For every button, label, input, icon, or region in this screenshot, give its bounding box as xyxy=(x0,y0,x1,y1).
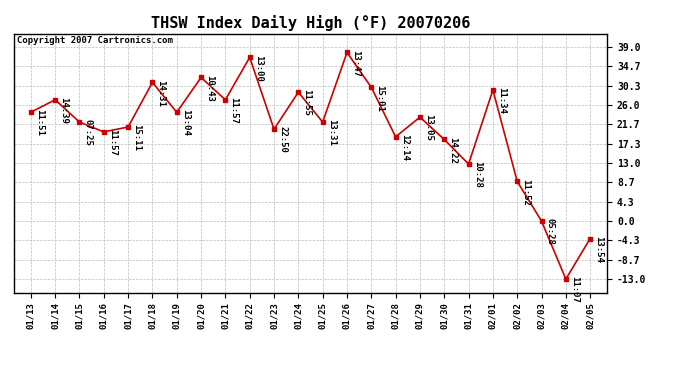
Text: 13:05: 13:05 xyxy=(424,114,433,141)
Text: 13:54: 13:54 xyxy=(594,236,603,262)
Text: 11:57: 11:57 xyxy=(230,97,239,124)
Text: 11:51: 11:51 xyxy=(35,110,44,136)
Text: 10:28: 10:28 xyxy=(473,161,482,188)
Text: 13:00: 13:00 xyxy=(254,55,263,81)
Text: 11:55: 11:55 xyxy=(302,89,311,116)
Text: 07:25: 07:25 xyxy=(83,119,92,146)
Text: 11:57: 11:57 xyxy=(108,129,117,156)
Text: 12:14: 12:14 xyxy=(400,134,408,161)
Text: 14:39: 14:39 xyxy=(59,97,68,124)
Text: 11:52: 11:52 xyxy=(522,178,531,206)
Text: 11:34: 11:34 xyxy=(497,87,506,114)
Text: 15:11: 15:11 xyxy=(132,124,141,151)
Title: THSW Index Daily High (°F) 20070206: THSW Index Daily High (°F) 20070206 xyxy=(151,15,470,31)
Text: 13:04: 13:04 xyxy=(181,110,190,136)
Text: 11:07: 11:07 xyxy=(570,276,579,303)
Text: 15:01: 15:01 xyxy=(375,84,384,111)
Text: 13:47: 13:47 xyxy=(351,50,360,76)
Text: 13:31: 13:31 xyxy=(327,119,336,146)
Text: 22:50: 22:50 xyxy=(278,126,287,153)
Text: 14:22: 14:22 xyxy=(448,137,457,164)
Text: Copyright 2007 Cartronics.com: Copyright 2007 Cartronics.com xyxy=(17,36,172,45)
Text: 10:43: 10:43 xyxy=(205,75,214,102)
Text: 14:31: 14:31 xyxy=(157,80,166,106)
Text: 05:28: 05:28 xyxy=(546,218,555,245)
